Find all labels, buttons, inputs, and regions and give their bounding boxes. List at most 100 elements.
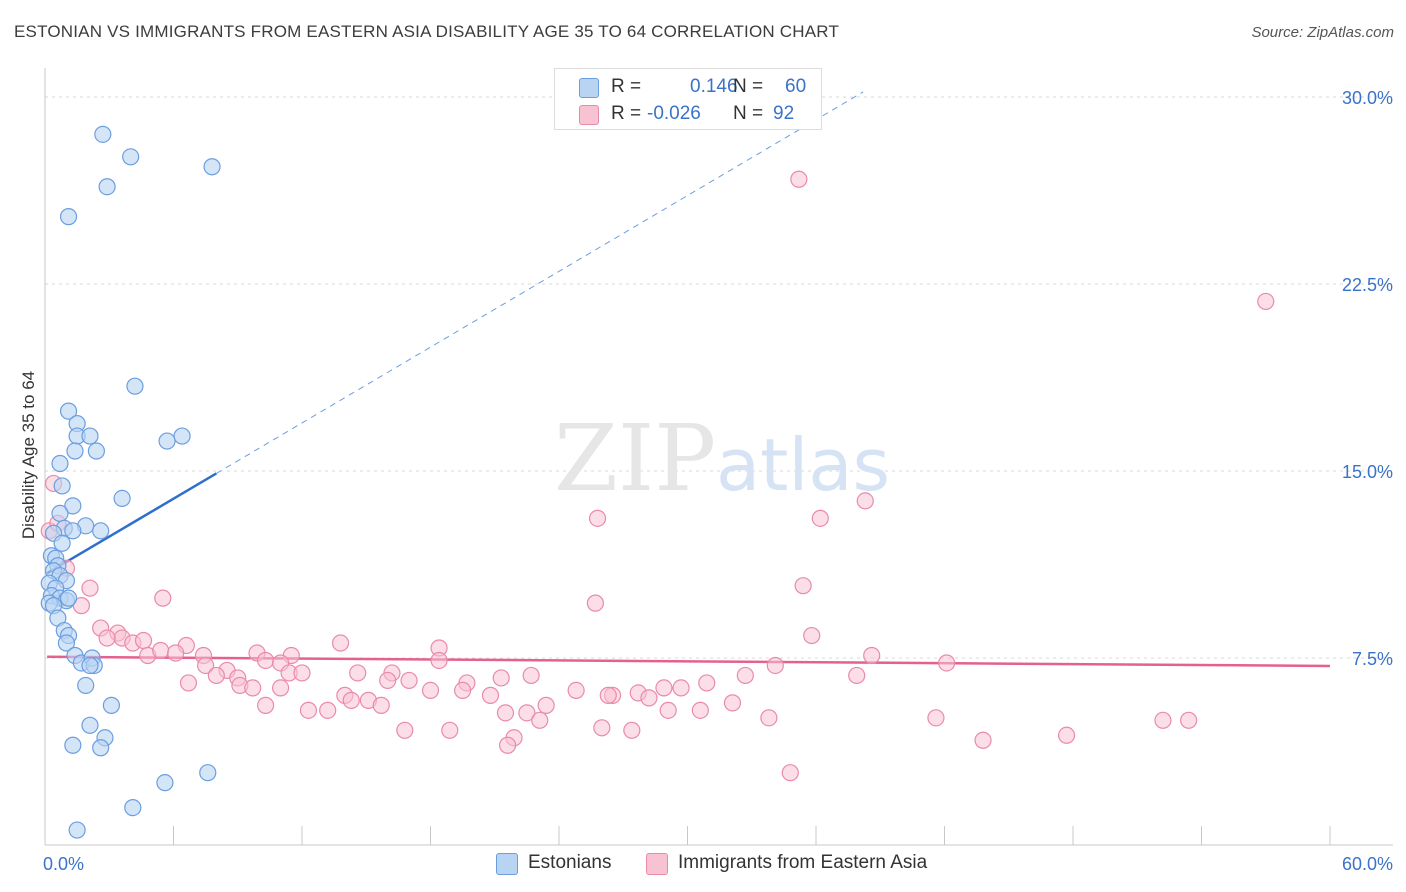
axes (44, 68, 1393, 846)
pink-point (655, 679, 673, 697)
pink-point (588, 509, 607, 527)
pink-point (207, 666, 225, 685)
blue-point (64, 522, 82, 540)
blue-point (81, 716, 99, 734)
pink-point (256, 651, 275, 670)
pink-point (723, 694, 742, 712)
pink-point (421, 681, 440, 700)
y-tick-label: 30.0% (1342, 88, 1393, 108)
blue-point (53, 477, 71, 495)
blue-point (77, 676, 95, 695)
blue-point (94, 125, 112, 143)
pink-point (342, 691, 360, 709)
blue-point (51, 504, 69, 522)
blue-point (158, 432, 176, 450)
pink-point (599, 686, 617, 704)
blue-point (156, 774, 174, 792)
trend-lines (46, 91, 1331, 668)
blue-point (64, 497, 82, 515)
legend-r-value: 0.146 (690, 76, 738, 97)
pink-point (372, 696, 390, 714)
blue-point (102, 696, 120, 714)
y-axis-label: Disability Age 35 to 64 (19, 371, 38, 539)
legend-row-pink: R = -0.026 N = 92 (567, 101, 817, 127)
grid-lines (45, 96, 1393, 659)
y-tick-label: 22.5% (1342, 275, 1393, 295)
pink-point (379, 671, 397, 690)
series-legend: Estonians Immigrants from Eastern Asia (0, 850, 1406, 880)
x-tick-label: 0.0% (43, 854, 84, 874)
blue-point (66, 442, 84, 460)
y-tick-label: 7.5% (1352, 649, 1393, 669)
pink-point (537, 696, 555, 714)
blue-point (68, 821, 86, 839)
pink-point (293, 664, 311, 682)
tick-labels: 7.5% 15.0% 22.5% 30.0% 0.0% 60.0% (43, 88, 1393, 874)
pink-point (567, 681, 585, 700)
pink-point (531, 711, 549, 729)
blue-point (173, 427, 191, 445)
blue-point (98, 178, 116, 196)
pink-point (522, 666, 540, 685)
blue-point (199, 764, 217, 782)
pink-point (492, 669, 510, 687)
blue-point (87, 442, 106, 460)
pink-point (623, 721, 641, 739)
watermark: ZIP atlas (554, 405, 890, 512)
pink-point (794, 577, 812, 595)
blue-swatch (579, 78, 599, 98)
legend-r-label: R = (611, 103, 642, 124)
pink-swatch (579, 105, 599, 125)
blue-point (113, 489, 131, 508)
blue-point (51, 454, 69, 473)
x-tick-label: 60.0% (1342, 854, 1393, 874)
pink-point (803, 626, 821, 645)
pink-point (98, 629, 116, 647)
pink-point (271, 679, 290, 697)
blue-point (92, 522, 110, 540)
pink-point (863, 646, 881, 665)
pink-point (481, 686, 500, 704)
chart-title: ESTONIAN VS IMMIGRANTS FROM EASTERN ASIA… (14, 22, 840, 41)
y-tick-label: 15.0% (1342, 462, 1393, 482)
pink-point (790, 170, 808, 188)
blue-trend-extension (216, 91, 864, 474)
pink-point (659, 701, 677, 719)
blue-point (124, 798, 142, 817)
pink-point (1057, 726, 1076, 744)
blue-point (53, 534, 71, 552)
blue-point (81, 656, 99, 675)
pink-point (167, 644, 185, 662)
pink-point (81, 579, 99, 597)
pink-point (518, 704, 536, 722)
immigrants-swatch (646, 853, 668, 875)
pink-point (396, 721, 414, 739)
blue-point (59, 208, 78, 226)
legend-r-value: -0.026 (647, 103, 701, 124)
watermark-atlas: atlas (716, 423, 890, 507)
blue-point (59, 589, 78, 607)
pink-point (811, 509, 829, 527)
estonians-swatch (496, 853, 518, 875)
pink-point (593, 719, 611, 737)
blue-point (92, 739, 110, 757)
pink-point (698, 674, 716, 692)
legend-n-value: 60 (785, 76, 807, 97)
blue-point (126, 377, 144, 395)
pink-point (496, 704, 515, 722)
estonians-label: Estonians (528, 852, 612, 873)
blue-point (81, 427, 99, 445)
blue-point (203, 158, 221, 176)
pink-point (331, 634, 350, 652)
blue-point (59, 402, 78, 420)
pink-point (586, 594, 605, 612)
legend-row-blue: R = 0.146 N = 60 (567, 74, 817, 100)
pink-point (499, 736, 517, 754)
pink-point (152, 641, 170, 660)
immigrants-label: Immigrants from Eastern Asia (678, 852, 928, 873)
pink-point (134, 631, 153, 650)
legend-n-value: 92 (773, 103, 795, 124)
pink-point (781, 764, 799, 782)
legend-n-label: N = (733, 76, 764, 97)
